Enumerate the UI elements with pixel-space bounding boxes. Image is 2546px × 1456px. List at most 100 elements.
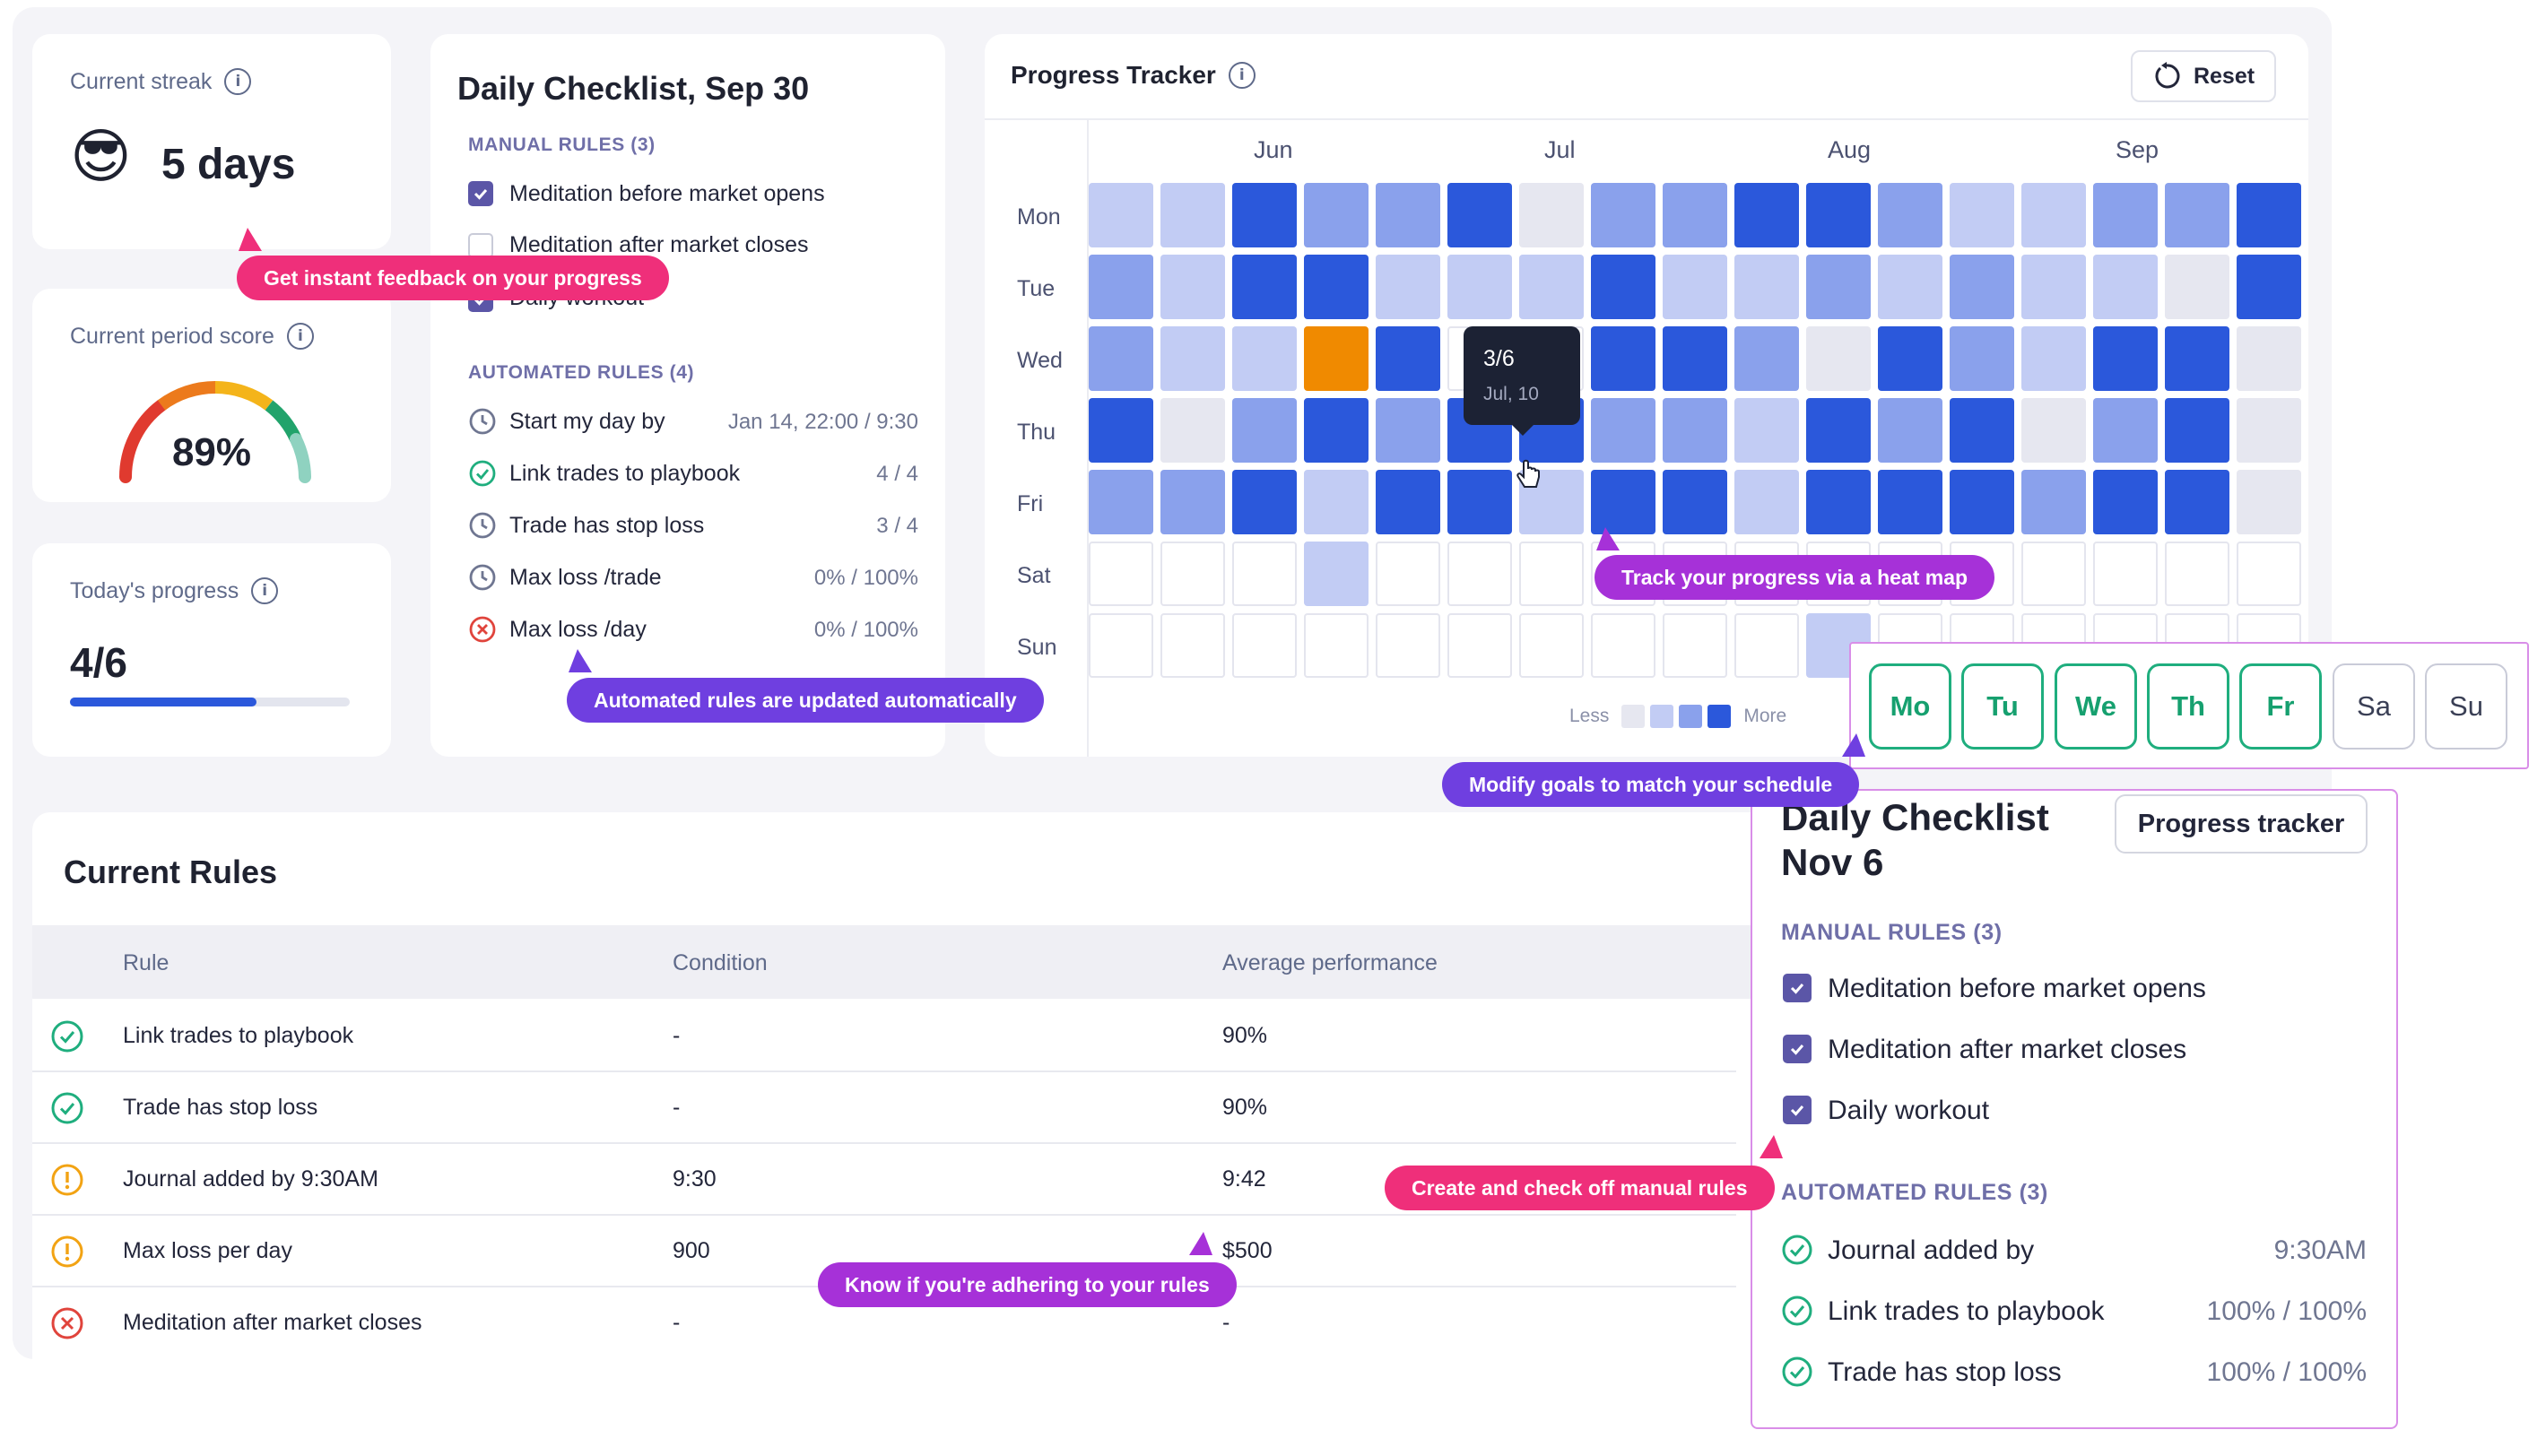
heatmap-cell[interactable]: [1663, 183, 1727, 247]
heatmap-cell[interactable]: [1304, 398, 1369, 463]
heatmap-cell[interactable]: [1160, 183, 1225, 247]
heatmap-cell[interactable]: [2165, 470, 2229, 534]
heatmap-cell[interactable]: [1591, 398, 1655, 463]
heatmap-cell[interactable]: [1304, 326, 1369, 391]
heatmap-cell[interactable]: [1160, 613, 1225, 678]
progress-tracker-button[interactable]: Progress tracker: [2115, 794, 2368, 854]
rule-checkbox[interactable]: [468, 233, 493, 258]
day-toggle-su[interactable]: Su: [2425, 663, 2507, 750]
heatmap-cell[interactable]: [1376, 183, 1440, 247]
heatmap-cell[interactable]: [1519, 542, 1584, 606]
heatmap-cell[interactable]: [1376, 326, 1440, 391]
heatmap-cell[interactable]: [1232, 542, 1297, 606]
heatmap-cell[interactable]: [1160, 542, 1225, 606]
heatmap-cell[interactable]: [1089, 255, 1153, 319]
heatmap-cell[interactable]: [1376, 542, 1440, 606]
heatmap-cell[interactable]: [2237, 183, 2301, 247]
reset-button[interactable]: Reset: [2131, 50, 2276, 102]
heatmap-cell[interactable]: [1447, 613, 1512, 678]
heatmap-cell[interactable]: [1806, 183, 1871, 247]
day-toggle-fr[interactable]: Fr: [2239, 663, 2322, 750]
heatmap-cell[interactable]: [2093, 255, 2158, 319]
day-toggle-we[interactable]: We: [2055, 663, 2137, 750]
heatmap-cell[interactable]: [2021, 183, 2086, 247]
heatmap-cell[interactable]: [2237, 326, 2301, 391]
heatmap-cell[interactable]: [1376, 613, 1440, 678]
heatmap-cell[interactable]: [1806, 255, 1871, 319]
heatmap-cell[interactable]: [1806, 470, 1871, 534]
heatmap-cell[interactable]: [2093, 183, 2158, 247]
heatmap-cell[interactable]: [1950, 398, 2014, 463]
heatmap-cell[interactable]: [1663, 470, 1727, 534]
heatmap-cell[interactable]: [1878, 326, 1942, 391]
heatmap-cell[interactable]: [1878, 398, 1942, 463]
heatmap-cell[interactable]: [1089, 470, 1153, 534]
heatmap-cell[interactable]: [2237, 542, 2301, 606]
heatmap-cell[interactable]: [1591, 613, 1655, 678]
heatmap-cell[interactable]: [1376, 398, 1440, 463]
heatmap-cell[interactable]: [1304, 613, 1369, 678]
heatmap-cell[interactable]: [1232, 326, 1297, 391]
heatmap-cell[interactable]: [1950, 326, 2014, 391]
heatmap-cell[interactable]: [1734, 255, 1799, 319]
heatmap-cell[interactable]: [1232, 470, 1297, 534]
heatmap-cell[interactable]: [1806, 398, 1871, 463]
info-icon[interactable]: i: [1228, 62, 1256, 89]
heatmap-cell[interactable]: [1734, 183, 1799, 247]
heatmap-cell[interactable]: [1160, 255, 1225, 319]
heatmap-cell[interactable]: [2021, 255, 2086, 319]
heatmap-cell[interactable]: [2021, 470, 2086, 534]
heatmap-cell[interactable]: [2165, 398, 2229, 463]
heatmap-cell[interactable]: [1447, 255, 1512, 319]
rule-checkbox[interactable]: [468, 181, 493, 206]
heatmap-cell[interactable]: [1950, 183, 2014, 247]
heatmap-cell[interactable]: [2165, 183, 2229, 247]
heatmap-cell[interactable]: [1304, 470, 1369, 534]
day-toggle-tu[interactable]: Tu: [1961, 663, 2044, 750]
heatmap-cell[interactable]: [1304, 542, 1369, 606]
heatmap-cell[interactable]: [1663, 255, 1727, 319]
heatmap-cell[interactable]: [1304, 183, 1369, 247]
heatmap-cell[interactable]: [2093, 398, 2158, 463]
heatmap-cell[interactable]: [2021, 326, 2086, 391]
heatmap-cell[interactable]: [1591, 470, 1655, 534]
heatmap-cell[interactable]: [1663, 398, 1727, 463]
heatmap-cell[interactable]: [1734, 613, 1799, 678]
heatmap-cell[interactable]: [1878, 470, 1942, 534]
heatmap-cell[interactable]: [1232, 183, 1297, 247]
heatmap-cell[interactable]: [1376, 255, 1440, 319]
heatmap-cell[interactable]: [1519, 255, 1584, 319]
rule-checkbox[interactable]: [1783, 974, 1812, 1002]
heatmap-cell[interactable]: [1663, 613, 1727, 678]
heatmap-cell[interactable]: [1878, 255, 1942, 319]
heatmap-cell[interactable]: [1089, 183, 1153, 247]
heatmap-cell[interactable]: [2237, 470, 2301, 534]
heatmap-cell[interactable]: [1089, 613, 1153, 678]
day-toggle-sa[interactable]: Sa: [2333, 663, 2415, 750]
heatmap-cell[interactable]: [2237, 255, 2301, 319]
heatmap-cell[interactable]: [1734, 326, 1799, 391]
rule-checkbox[interactable]: [1783, 1035, 1812, 1063]
heatmap-cell[interactable]: [1089, 398, 1153, 463]
heatmap-cell[interactable]: [2093, 326, 2158, 391]
heatmap-cell[interactable]: [2165, 542, 2229, 606]
heatmap-cell[interactable]: [1376, 470, 1440, 534]
info-icon[interactable]: i: [286, 323, 314, 350]
heatmap-cell[interactable]: [1734, 398, 1799, 463]
heatmap-cell[interactable]: [2165, 255, 2229, 319]
heatmap-cell[interactable]: [1160, 470, 1225, 534]
heatmap-cell[interactable]: [1447, 183, 1512, 247]
heatmap-cell[interactable]: [1089, 326, 1153, 391]
heatmap-cell[interactable]: [1591, 183, 1655, 247]
heatmap-cell[interactable]: [1447, 470, 1512, 534]
day-toggle-mo[interactable]: Mo: [1869, 663, 1951, 750]
heatmap-cell[interactable]: [2093, 542, 2158, 606]
heatmap-cell[interactable]: [1232, 255, 1297, 319]
heatmap-cell[interactable]: [1950, 255, 2014, 319]
heatmap-cell[interactable]: [1160, 326, 1225, 391]
heatmap-cell[interactable]: [1591, 255, 1655, 319]
heatmap-cell[interactable]: [1591, 326, 1655, 391]
heatmap-cell[interactable]: [1519, 613, 1584, 678]
heatmap-cell[interactable]: [1232, 613, 1297, 678]
heatmap-cell[interactable]: [1160, 398, 1225, 463]
